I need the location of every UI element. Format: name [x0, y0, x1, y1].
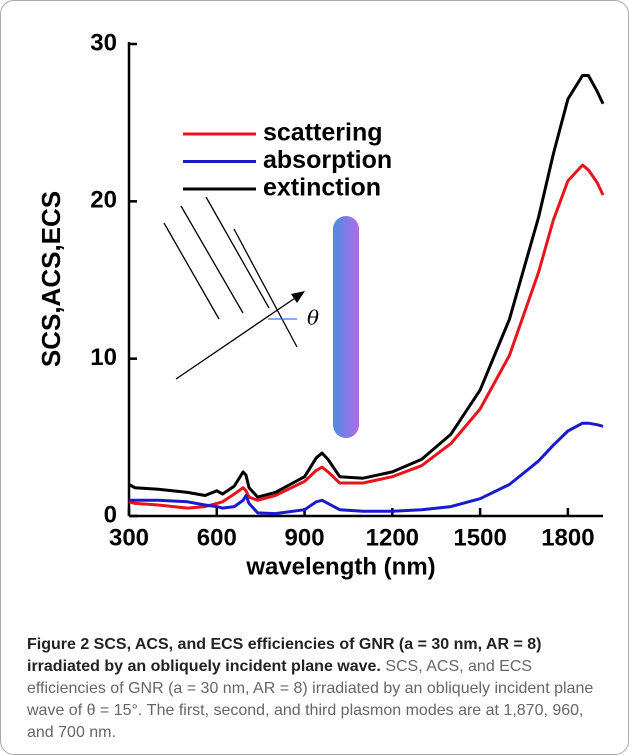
y-tick-label: 20 — [90, 187, 117, 214]
x-tick-label: 900 — [285, 524, 325, 551]
y-tick-label: 10 — [90, 344, 117, 371]
caption-title: Figure 2 SCS, ACS, and ECS efficiencies … — [27, 636, 542, 675]
y-tick-label: 0 — [104, 501, 117, 528]
y-tick-label: 30 — [90, 29, 117, 56]
legend-label: extinction — [263, 174, 381, 202]
legend-label: absorption — [263, 146, 392, 174]
x-tick-label: 1500 — [453, 524, 506, 551]
caption-body: SCS, ACS, and ECS efficiencies of GNR (a… — [27, 658, 594, 741]
series-line — [128, 163, 605, 510]
x-tick-label: 1800 — [541, 524, 594, 551]
chart: θ wavelength (nm) SCS,ACS,ECS 0 10 20 30 300… — [36, 29, 605, 580]
arrow-head — [291, 291, 305, 303]
wavefront-icon — [163, 196, 302, 380]
y-axis-label: SCS,ACS,ECS — [36, 191, 66, 367]
annotation: θ — [307, 306, 319, 330]
x-tick-label: 300 — [109, 524, 149, 551]
caption: Figure 2 SCS, ACS, and ECS efficiencies … — [27, 634, 612, 744]
nanorod-icon — [333, 216, 359, 438]
legend-label: scattering — [263, 119, 382, 147]
series-line — [129, 421, 604, 516]
x-axis-label: wavelength (nm) — [245, 553, 435, 580]
x-tick-label: 600 — [197, 524, 237, 551]
series-line — [128, 74, 605, 499]
x-tick-label: 1200 — [366, 524, 419, 551]
